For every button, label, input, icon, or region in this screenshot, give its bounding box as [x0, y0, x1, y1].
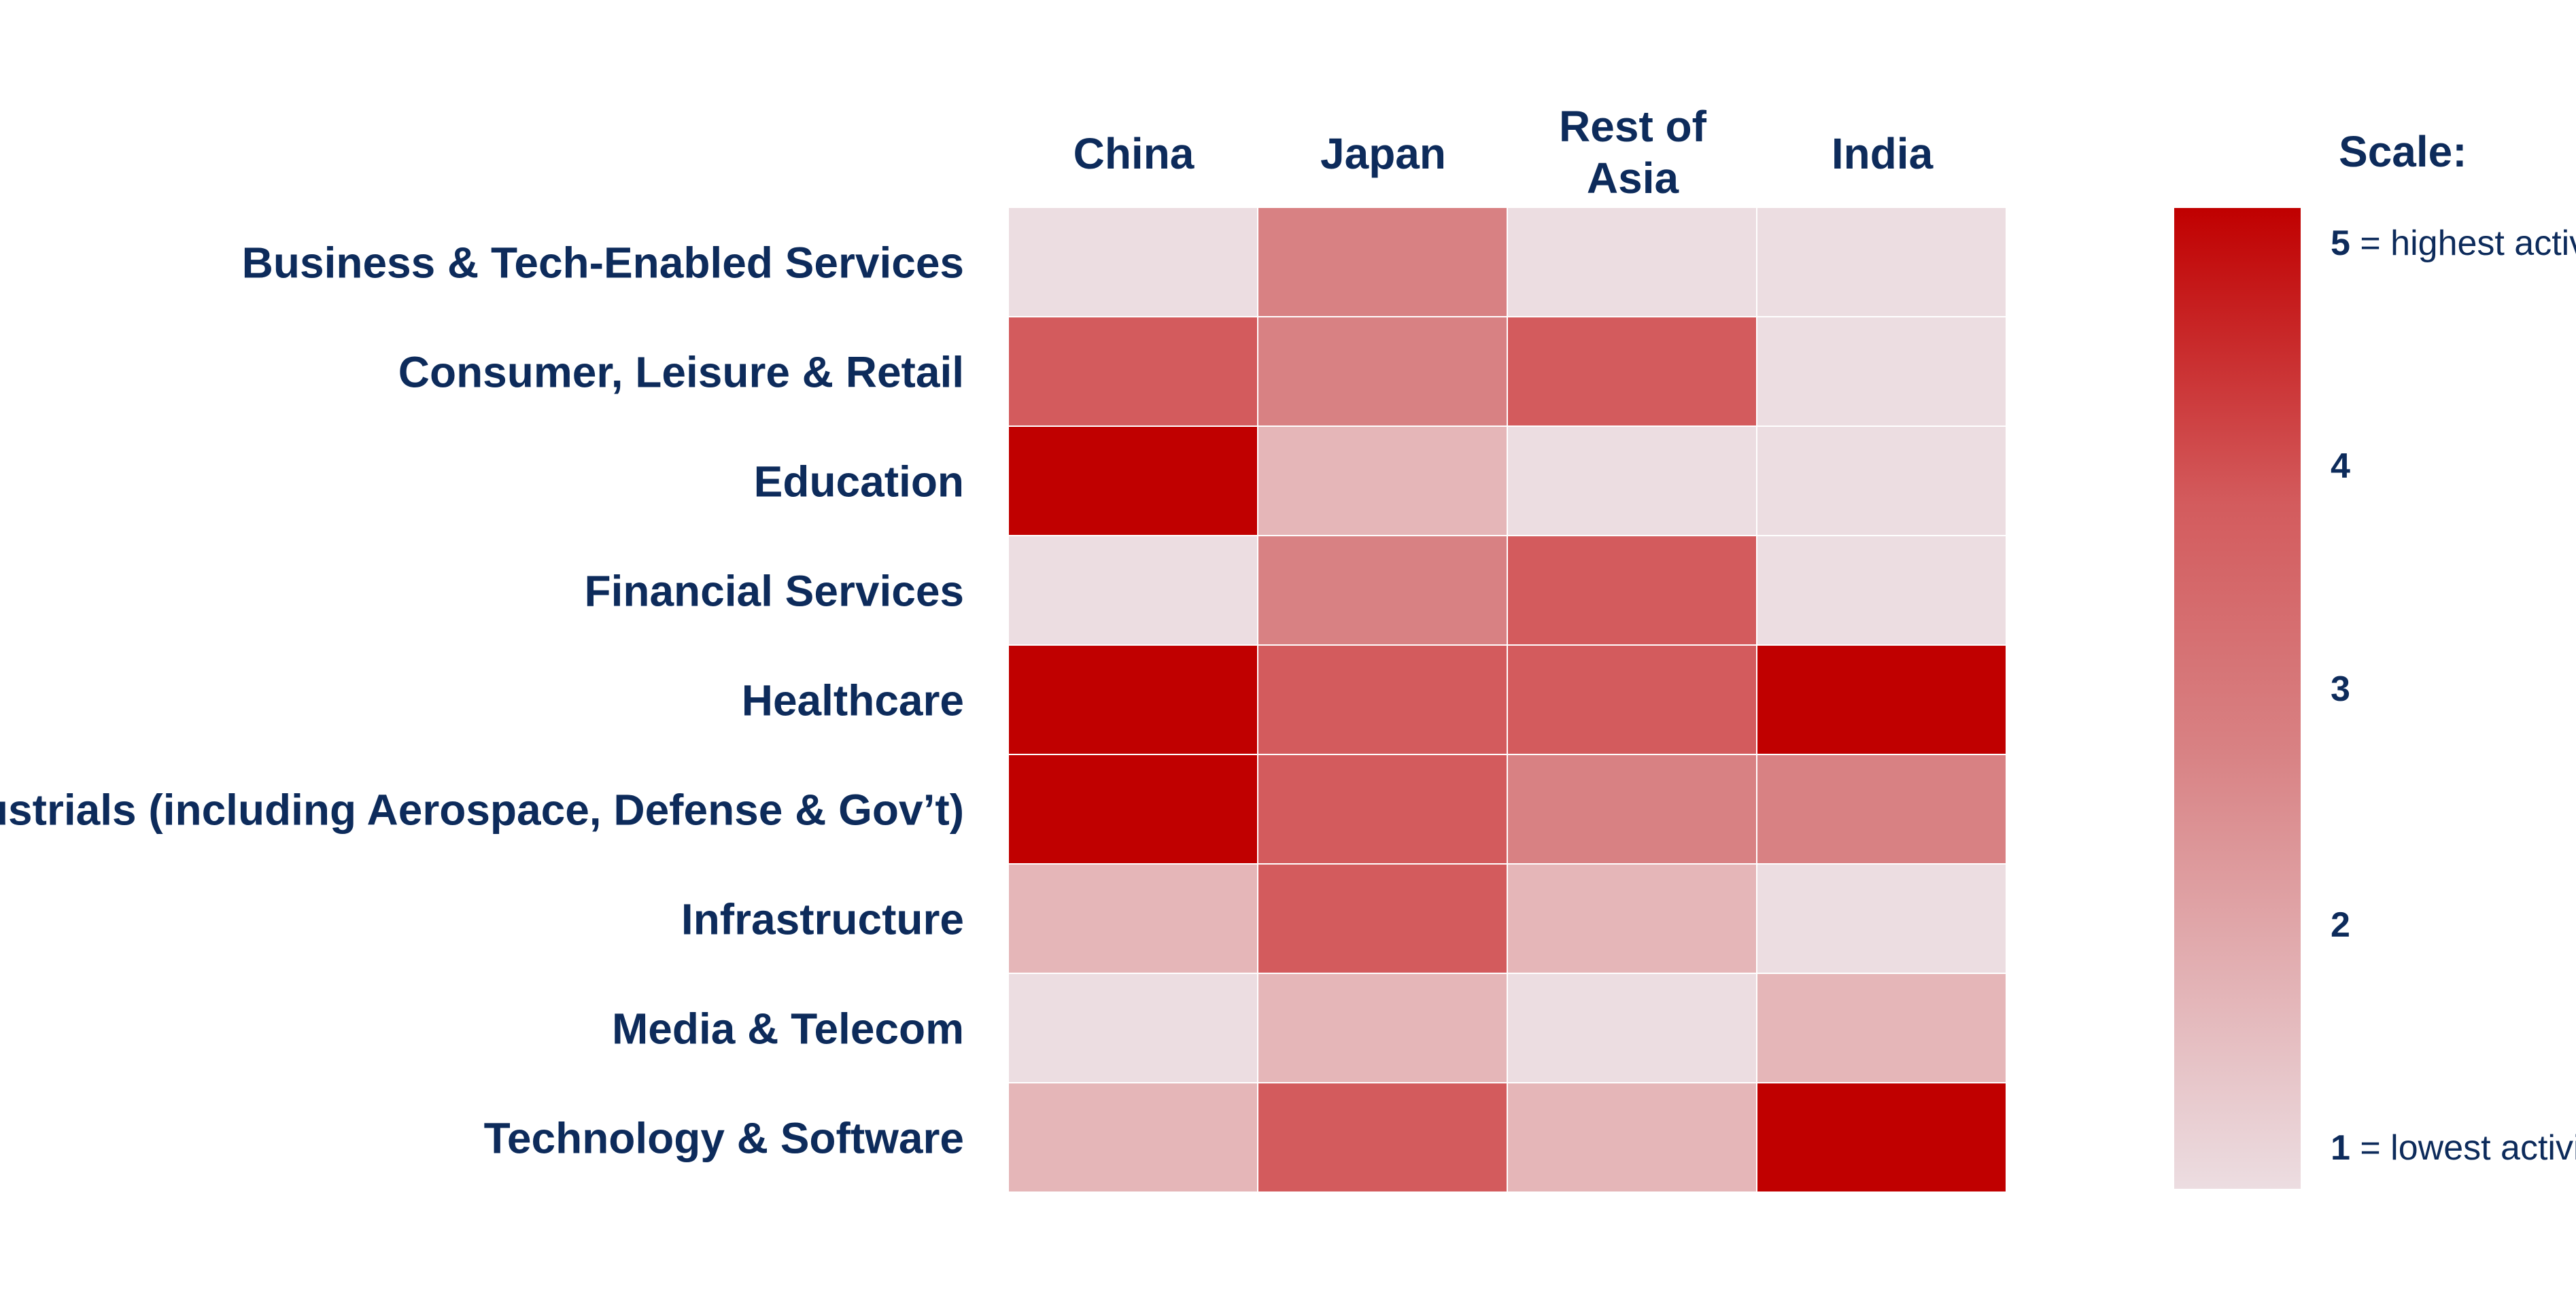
cell-media-telecom-japan: [1258, 974, 1507, 1082]
cell-financial-services-china: [1009, 536, 1257, 644]
heatmap-cells: [1009, 208, 2006, 1191]
cell-industrials-including-aerospace-defense-gov-t-japan: [1258, 755, 1507, 863]
column-label-rest-of-asia: Rest of Asia: [1559, 102, 1707, 203]
row-label-healthcare: Healthcare: [742, 676, 964, 725]
cell-technology-software-rest-of-asia: [1508, 1083, 1756, 1191]
cell-education-japan: [1258, 427, 1507, 535]
cell-consumer-leisure-retail-japan: [1258, 317, 1507, 425]
row-label-industrials-including-aerospace-defense-gov-t: Industrials (including Aerospace, Defens…: [0, 786, 964, 835]
cell-industrials-including-aerospace-defense-gov-t-india: [1757, 755, 2006, 863]
legend-tick-2: 2: [2331, 905, 2350, 945]
row-labels: Business & Tech-Enabled Services Consumer…: [0, 239, 964, 1163]
row-label-education: Education: [754, 457, 964, 506]
legend-tick-1: 1 = lowest activity: [2331, 1128, 2576, 1168]
cell-technology-software-india: [1757, 1083, 2006, 1191]
cell-industrials-including-aerospace-defense-gov-t-china: [1009, 755, 1257, 863]
cell-consumer-leisure-retail-rest-of-asia: [1508, 317, 1756, 425]
cell-financial-services-india: [1757, 536, 2006, 644]
cell-consumer-leisure-retail-china: [1009, 317, 1257, 425]
cell-business-tech-enabled-services-china: [1009, 208, 1257, 316]
cell-business-tech-enabled-services-japan: [1258, 208, 1507, 316]
cell-healthcare-china: [1009, 646, 1257, 754]
color-scale-legend: Scale: 5 = highest activity 4 3 2 1 = lowest…: [2174, 127, 2576, 1189]
legend-tick-4: 4: [2331, 447, 2350, 486]
column-label-india: India: [1832, 129, 1934, 178]
cell-infrastructure-india: [1757, 865, 2006, 973]
cell-financial-services-rest-of-asia: [1508, 536, 1756, 644]
legend-tick-5: 5 = highest activity: [2331, 224, 2576, 263]
row-label-consumer-leisure-retail: Consumer, Leisure & Retail: [398, 348, 964, 397]
row-label-media-telecom: Media & Telecom: [612, 1005, 964, 1054]
cell-business-tech-enabled-services-rest-of-asia: [1508, 208, 1756, 316]
legend-title: Scale:: [2339, 127, 2467, 176]
row-label-technology-software: Technology & Software: [484, 1114, 964, 1163]
cell-healthcare-rest-of-asia: [1508, 646, 1756, 754]
column-label-japan: Japan: [1320, 129, 1446, 178]
cell-technology-software-japan: [1258, 1083, 1507, 1191]
cell-consumer-leisure-retail-india: [1757, 317, 2006, 425]
row-label-financial-services: Financial Services: [584, 567, 964, 616]
cell-financial-services-japan: [1258, 536, 1507, 644]
cell-healthcare-japan: [1258, 646, 1507, 754]
row-label-infrastructure: Infrastructure: [681, 895, 964, 944]
cell-technology-software-china: [1009, 1083, 1257, 1191]
legend-tick-3: 3: [2331, 669, 2350, 709]
cell-education-rest-of-asia: [1508, 427, 1756, 535]
column-labels: China Japan Rest of Asia India: [1074, 102, 1934, 203]
cell-industrials-including-aerospace-defense-gov-t-rest-of-asia: [1508, 755, 1756, 863]
column-label-china: China: [1074, 129, 1195, 178]
cell-infrastructure-china: [1009, 865, 1257, 973]
cell-business-tech-enabled-services-india: [1757, 208, 2006, 316]
legend-gradient-bar: [2174, 208, 2301, 1189]
legend-ticks: 5 = highest activity 4 3 2 1 = lowest activi…: [2331, 224, 2576, 1168]
cell-infrastructure-japan: [1258, 865, 1507, 973]
row-label-business-tech-enabled-services: Business & Tech-Enabled Services: [242, 239, 964, 288]
cell-media-telecom-india: [1757, 974, 2006, 1082]
cell-education-china: [1009, 427, 1257, 535]
cell-education-india: [1757, 427, 2006, 535]
cell-infrastructure-rest-of-asia: [1508, 865, 1756, 973]
cell-healthcare-india: [1757, 646, 2006, 754]
cell-media-telecom-china: [1009, 974, 1257, 1082]
cell-media-telecom-rest-of-asia: [1508, 974, 1756, 1082]
